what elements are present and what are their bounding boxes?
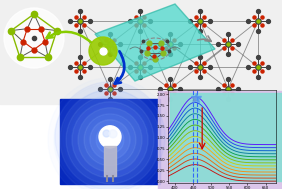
Circle shape <box>99 126 121 148</box>
Bar <box>170 93 282 181</box>
Circle shape <box>102 132 118 148</box>
Bar <box>158 91 282 189</box>
Circle shape <box>84 114 136 166</box>
Circle shape <box>109 130 117 138</box>
Circle shape <box>87 114 133 160</box>
Circle shape <box>90 120 130 160</box>
Circle shape <box>60 90 160 189</box>
Circle shape <box>95 122 125 152</box>
Circle shape <box>72 102 148 178</box>
Circle shape <box>79 106 141 168</box>
Circle shape <box>63 90 157 184</box>
Circle shape <box>54 84 166 189</box>
Circle shape <box>66 96 154 184</box>
Bar <box>104 146 116 176</box>
Bar <box>0 0 282 104</box>
Circle shape <box>96 126 124 154</box>
Circle shape <box>71 98 149 176</box>
Bar <box>60 99 160 184</box>
Circle shape <box>78 108 142 172</box>
Polygon shape <box>95 4 215 81</box>
Circle shape <box>55 82 165 189</box>
Circle shape <box>4 8 64 68</box>
Circle shape <box>89 37 117 65</box>
